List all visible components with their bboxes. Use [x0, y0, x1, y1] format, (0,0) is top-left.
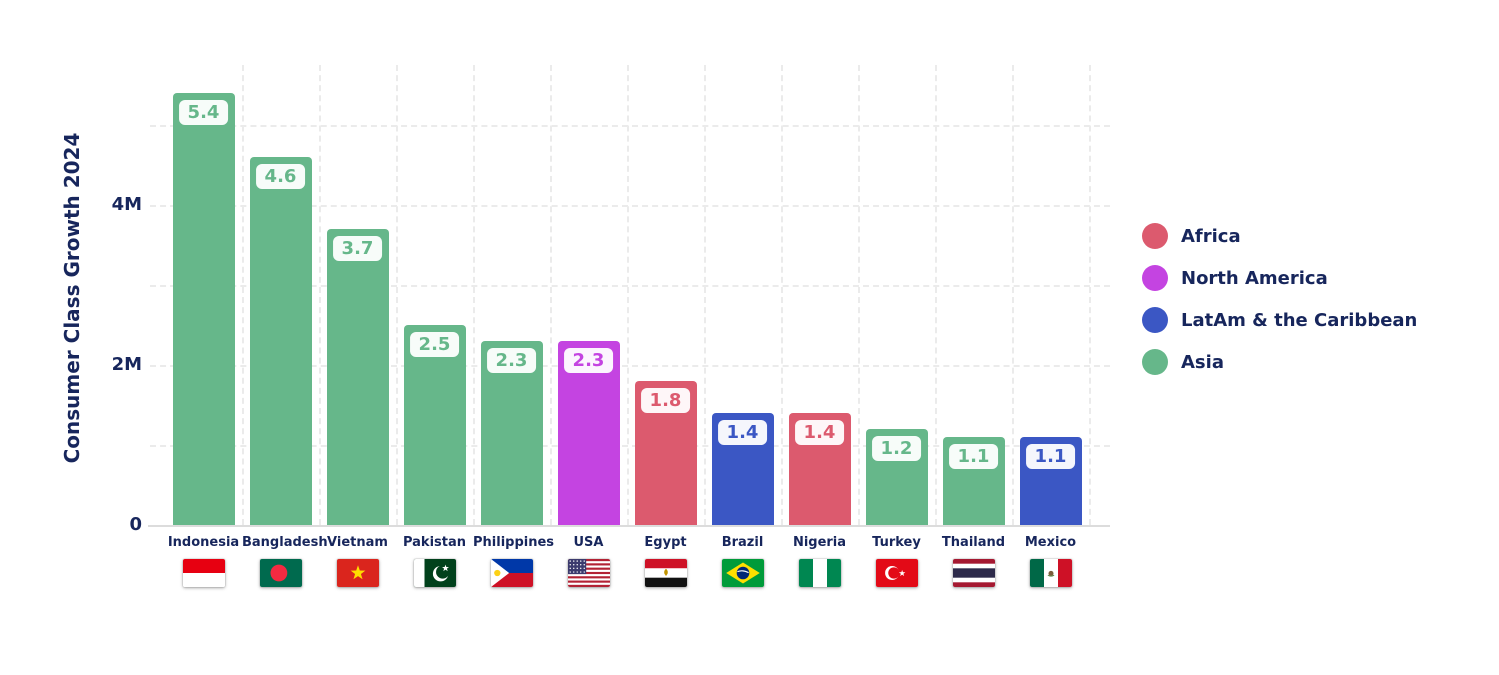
flag-vietnam-icon — [336, 559, 379, 587]
flag-nigeria-icon — [798, 559, 841, 587]
bar-brazil: 1.4 — [711, 413, 774, 525]
bar-value-label: 2.3 — [486, 348, 537, 373]
x-axis-label: Nigeria — [792, 535, 847, 550]
bar-philippines: 2.3 — [480, 341, 543, 525]
flag-pakistan-icon — [413, 559, 456, 587]
legend-item-africa: Africa — [1142, 222, 1417, 250]
legend-item-asia: Asia — [1142, 348, 1417, 376]
x-axis-line — [148, 525, 1110, 527]
flag-mexico-icon — [1029, 559, 1072, 587]
bar-turkey: 1.2 — [865, 429, 928, 525]
legend-label: Africa — [1181, 225, 1241, 247]
vertical-gridline — [627, 65, 629, 525]
bar-value-label: 1.8 — [640, 388, 691, 413]
x-axis-label: Vietnam — [327, 535, 388, 550]
legend-label: North America — [1181, 267, 1328, 289]
bar-indonesia: 5.4 — [172, 93, 235, 525]
legend-swatch-icon — [1142, 265, 1168, 291]
flag-indonesia-icon — [182, 559, 225, 587]
bar-value-label: 4.6 — [255, 164, 306, 189]
vertical-gridline — [242, 65, 244, 525]
bar-value-label: 2.3 — [563, 348, 614, 373]
horizontal-gridline — [150, 445, 1110, 447]
vertical-gridline — [473, 65, 475, 525]
bar-value-label: 5.4 — [178, 100, 229, 125]
horizontal-gridline — [150, 285, 1110, 287]
bar-value-label: 2.5 — [409, 332, 460, 357]
legend-item-latam-the-caribbean: LatAm & the Caribbean — [1142, 306, 1417, 334]
horizontal-gridline — [150, 205, 1110, 207]
flag-turkey-icon: ★ — [875, 559, 918, 587]
legend-item-north-america: North America — [1142, 264, 1417, 292]
x-axis-label: Mexico — [1024, 535, 1077, 550]
bar-value-label: 1.4 — [717, 420, 768, 445]
bar-vietnam: 3.7 — [326, 229, 389, 525]
legend-swatch-icon — [1142, 349, 1168, 375]
y-tick-label: 0 — [129, 514, 142, 535]
bar-thailand: 1.1 — [942, 437, 1005, 525]
horizontal-gridline — [150, 365, 1110, 367]
vertical-gridline — [858, 65, 860, 525]
x-axis-label: Philippines — [473, 535, 555, 550]
bar-value-label: 1.2 — [871, 436, 922, 461]
bar-mexico: 1.1 — [1019, 437, 1082, 525]
legend-swatch-icon — [1142, 307, 1168, 333]
vertical-gridline — [704, 65, 706, 525]
legend: Africa North America LatAm & the Caribbean… — [1142, 222, 1417, 390]
x-axis-label: Egypt — [644, 535, 687, 550]
bar-pakistan: 2.5 — [403, 325, 466, 525]
bar-value-label: 3.7 — [332, 236, 383, 261]
svg-text:★: ★ — [898, 568, 906, 578]
vertical-gridline — [781, 65, 783, 525]
flag-egypt-icon — [644, 559, 687, 587]
legend-label: Asia — [1181, 351, 1224, 373]
y-tick-label: 2M — [111, 354, 142, 375]
bar-usa: 2.3 — [557, 341, 620, 525]
legend-swatch-icon — [1142, 223, 1168, 249]
vertical-gridline — [396, 65, 398, 525]
flag-thailand-icon — [952, 559, 995, 587]
legend-label: LatAm & the Caribbean — [1181, 309, 1418, 331]
x-axis-label: Thailand — [941, 535, 1006, 550]
bar-bangladesh: 4.6 — [249, 157, 312, 525]
x-axis-label: USA — [573, 535, 604, 550]
vertical-gridline — [935, 65, 937, 525]
x-axis-label: Turkey — [872, 535, 921, 550]
vertical-gridline — [550, 65, 552, 525]
flag-usa-icon — [567, 559, 610, 587]
x-axis-label: Indonesia — [167, 535, 240, 550]
x-axis-label: Bangladesh — [242, 535, 328, 550]
y-tick-label: 4M — [111, 194, 142, 215]
flag-brazil-icon — [721, 559, 764, 587]
bar-nigeria: 1.4 — [788, 413, 851, 525]
bar-egypt: 1.8 — [634, 381, 697, 525]
y-axis-title: Consumer Class Growth 2024 — [60, 132, 84, 464]
vertical-gridline — [1089, 65, 1091, 525]
bar-value-label: 1.1 — [1025, 444, 1076, 469]
bar-value-label: 1.4 — [794, 420, 845, 445]
horizontal-gridline — [150, 125, 1110, 127]
vertical-gridline — [319, 65, 321, 525]
x-axis-label: Brazil — [721, 535, 764, 550]
flag-bangladesh-icon — [259, 559, 302, 587]
x-axis-label: Pakistan — [402, 535, 467, 550]
vertical-gridline — [1012, 65, 1014, 525]
flag-philippines-icon — [490, 559, 533, 587]
bar-value-label: 1.1 — [948, 444, 999, 469]
